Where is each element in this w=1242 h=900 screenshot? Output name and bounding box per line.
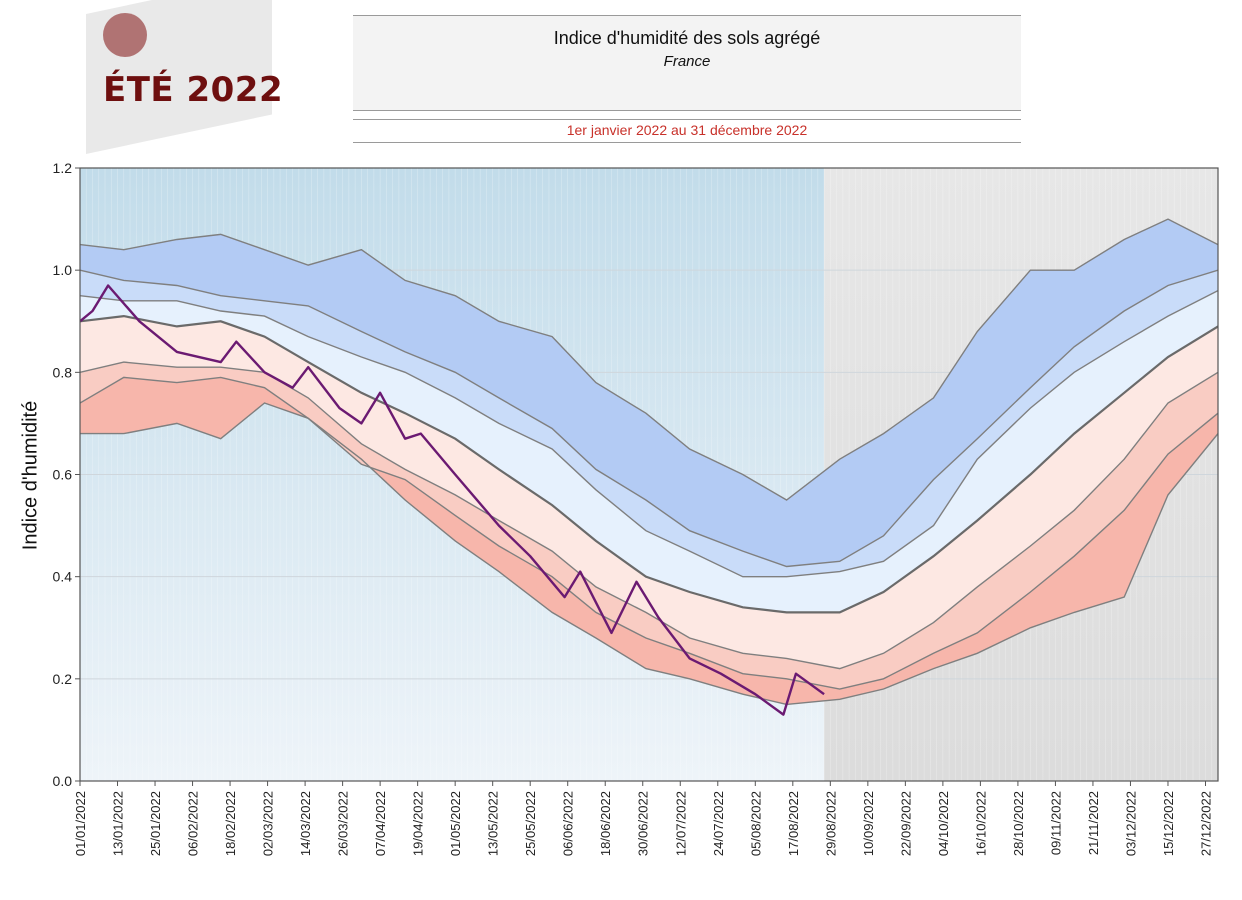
x-tick-label: 07/04/2022 [373, 791, 388, 856]
x-tick-label: 14/03/2022 [298, 791, 313, 856]
x-tick-label: 18/06/2022 [598, 791, 613, 856]
quintile-high-line [80, 289, 1218, 578]
below-median-band [80, 316, 1218, 669]
above-median-band [80, 290, 1218, 613]
title-panel: Indice d'humidité des sols agrégé France [353, 15, 1021, 111]
x-tick-label: 19/04/2022 [411, 791, 426, 856]
x-tick-label: 27/12/2022 [1199, 791, 1214, 856]
x-tick-label: 17/08/2022 [786, 791, 801, 856]
decile-high-band [80, 270, 1218, 577]
record-low-band [80, 377, 1218, 705]
chart-subtitle: France [663, 53, 711, 70]
x-tick-label: 13/05/2022 [486, 791, 501, 856]
y-tick-label: 0.0 [53, 773, 73, 789]
x-tick-label: 01/05/2022 [448, 791, 463, 856]
x-tick-label: 09/11/2022 [1048, 791, 1063, 855]
y-tick-label: 1.0 [53, 262, 73, 278]
period-panel: 1er janvier 2022 au 31 décembre 2022 [353, 119, 1021, 143]
x-tick-label: 21/11/2022 [1086, 791, 1101, 855]
median-line [80, 314, 1218, 614]
x-tick-label: 15/12/2022 [1161, 791, 1176, 856]
record-low-line [80, 402, 1218, 706]
x-tick-label: 26/03/2022 [336, 791, 351, 856]
climatology-bands [80, 219, 1218, 705]
logo-sun-icon [103, 13, 147, 57]
x-tick-label: 16/10/2022 [973, 791, 988, 856]
x-tick-label: 18/02/2022 [223, 791, 238, 856]
x-tick-label: 06/06/2022 [561, 791, 576, 856]
year-2022-line [80, 284, 825, 716]
soil-moisture-chart: 0.0 0.2 0.4 0.6 0.8 1.0 1.2 01/01/2022 13/01/202… [53, 160, 1219, 856]
x-tick-label: 25/01/2022 [148, 791, 163, 856]
x-tick-label: 13/01/2022 [111, 791, 126, 856]
x-tick-label: 25/05/2022 [523, 791, 538, 856]
x-tick-label: 06/02/2022 [186, 791, 201, 856]
x-tick-label: 29/08/2022 [823, 791, 838, 856]
y-axis-title: Indice d'humidité [19, 400, 42, 551]
y-tick-label: 0.4 [53, 569, 73, 585]
x-tick-label: 01/01/2022 [73, 791, 88, 856]
x-tick-label: 05/08/2022 [748, 791, 763, 856]
y-tick-label: 0.2 [53, 671, 73, 687]
record-high-line [80, 218, 1218, 501]
logo-text: ÉTÉ 2022 [103, 70, 284, 110]
period-label: 1er janvier 2022 au 31 décembre 2022 [566, 122, 808, 138]
x-tick-label: 04/10/2022 [936, 791, 951, 856]
x-tick-label: 24/07/2022 [711, 791, 726, 856]
x-tick-label: 03/12/2022 [1124, 791, 1139, 856]
record-high-band [80, 219, 1218, 567]
y-tick-label: 1.2 [53, 160, 73, 176]
summer-2022-logo: ÉTÉ 2022 [0, 0, 300, 170]
year-2022-series [80, 284, 825, 716]
decile-high-line [80, 269, 1218, 568]
x-tick-label: 02/03/2022 [261, 791, 276, 856]
y-tick-label: 0.8 [53, 364, 73, 380]
x-tick-label: 28/10/2022 [1011, 791, 1026, 856]
decile-low-band [80, 362, 1218, 689]
x-tick-label: 30/06/2022 [636, 791, 651, 856]
chart-axes: 0.0 0.2 0.4 0.6 0.8 1.0 1.2 01/01/2022 13/01/202… [53, 160, 1219, 856]
x-tick-label: 22/09/2022 [898, 791, 913, 856]
x-tick-label: 10/09/2022 [861, 791, 876, 856]
decile-low-line [80, 376, 1218, 690]
x-tick-label: 12/07/2022 [673, 791, 688, 856]
y-tick-label: 0.6 [53, 467, 73, 483]
chart-title: Indice d'humidité des sols agrégé [553, 28, 821, 48]
